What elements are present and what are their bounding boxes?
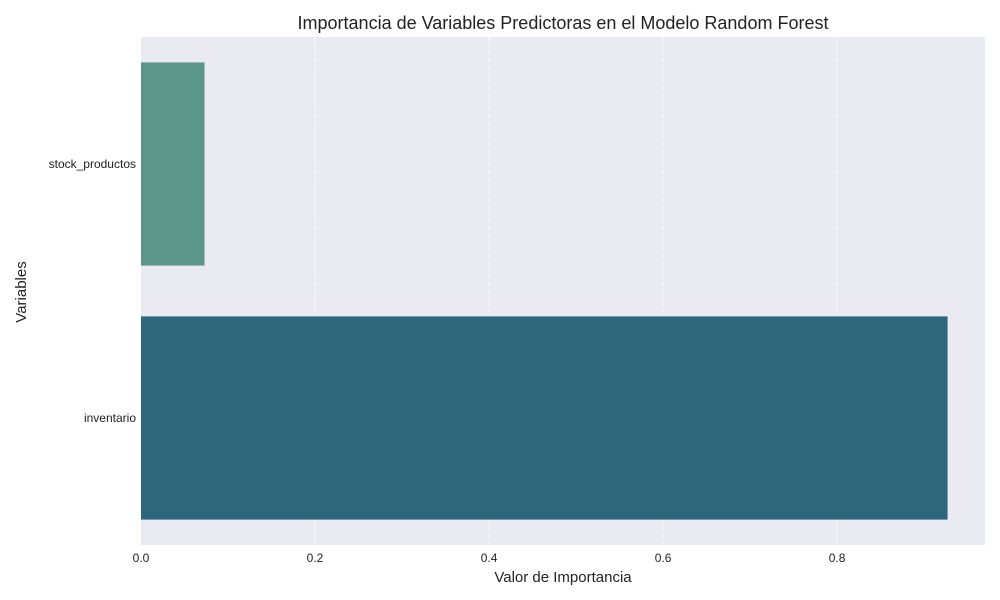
x-tick-label-4: 0.8 bbox=[829, 551, 846, 565]
x-axis-label: Valor de Importancia bbox=[494, 569, 632, 586]
bar-inventario bbox=[141, 316, 948, 520]
x-tick-label-3: 0.6 bbox=[655, 551, 672, 565]
y-tick-labels: stock_productos inventario bbox=[49, 157, 137, 425]
chart-title: Importancia de Variables Predictoras en … bbox=[298, 13, 829, 33]
y-tick-label-stock_productos: stock_productos bbox=[49, 157, 136, 171]
y-axis-label: Variables bbox=[13, 261, 30, 322]
bar-stock_productos bbox=[141, 62, 205, 266]
x-tick-label-1: 0.2 bbox=[307, 551, 324, 565]
y-tick-label-inventario: inventario bbox=[84, 411, 136, 425]
x-tick-label-2: 0.4 bbox=[481, 551, 498, 565]
x-tick-label-0: 0.0 bbox=[133, 551, 150, 565]
bars bbox=[141, 62, 948, 520]
x-tick-labels: 0.0 0.2 0.4 0.6 0.8 bbox=[133, 551, 846, 565]
